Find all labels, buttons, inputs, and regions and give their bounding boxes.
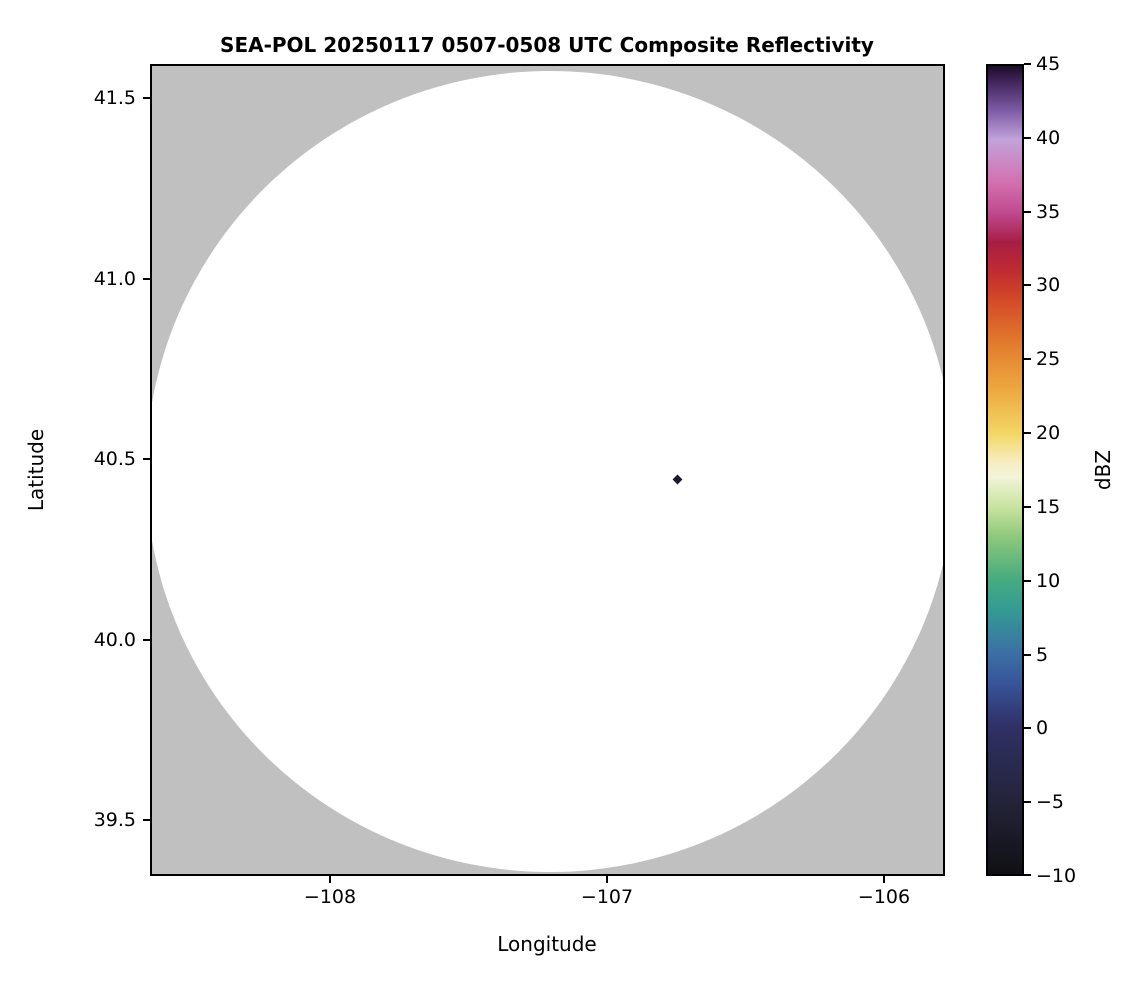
x-tick-label: −106 <box>857 886 911 908</box>
x-tick-label: −108 <box>303 886 357 908</box>
y-tick-label: 40.0 <box>93 629 136 651</box>
x-tick-mark <box>329 876 331 883</box>
y-tick-label: 41.0 <box>93 268 136 290</box>
colorbar-tick-label: 15 <box>1036 496 1061 518</box>
colorbar-tick-label: −5 <box>1036 791 1065 813</box>
colorbar-tick-mark <box>1024 654 1031 656</box>
colorbar-tick-label: 10 <box>1036 570 1061 592</box>
colorbar-tick-label: 5 <box>1036 644 1049 666</box>
colorbar-tick-label: 0 <box>1036 717 1049 739</box>
colorbar-tick-mark <box>1024 137 1031 139</box>
radar-coverage-disk <box>152 71 943 872</box>
colorbar-tick-mark <box>1024 358 1031 360</box>
colorbar-tick-mark <box>1024 63 1031 65</box>
y-axis-label: Latitude <box>24 428 48 512</box>
colorbar-tick-mark <box>1024 727 1031 729</box>
x-tick-label: −107 <box>580 886 634 908</box>
x-tick-mark <box>883 876 885 883</box>
colorbar-tick-label: −10 <box>1036 865 1077 887</box>
colorbar-tick-mark <box>1024 801 1031 803</box>
x-axis-label: Longitude <box>497 932 597 956</box>
y-tick-mark <box>143 97 150 99</box>
colorbar-tick-label: 30 <box>1036 274 1061 296</box>
colorbar-tick-label: 25 <box>1036 348 1061 370</box>
colorbar-tick-mark <box>1024 506 1031 508</box>
plot-area <box>150 64 945 876</box>
chart-title: SEA-POL 20250117 0507-0508 UTC Composite… <box>220 33 874 57</box>
y-tick-label: 40.5 <box>93 448 136 470</box>
colorbar-tick-mark <box>1024 580 1031 582</box>
y-tick-mark <box>143 819 150 821</box>
y-tick-mark <box>143 278 150 280</box>
colorbar-tick-label: 40 <box>1036 127 1061 149</box>
colorbar-tick-label: 20 <box>1036 422 1061 444</box>
x-tick-mark <box>606 876 608 883</box>
colorbar-tick-label: 45 <box>1036 53 1061 75</box>
colorbar-tick-label: 35 <box>1036 201 1061 223</box>
y-tick-mark <box>143 639 150 641</box>
colorbar-tick-mark <box>1024 432 1031 434</box>
colorbar-tick-mark <box>1024 284 1031 286</box>
colorbar-label: dBZ <box>1091 449 1115 491</box>
y-tick-label: 39.5 <box>93 809 136 831</box>
y-tick-label: 41.5 <box>93 87 136 109</box>
colorbar-gradient <box>988 66 1022 874</box>
colorbar-tick-mark <box>1024 874 1031 876</box>
colorbar <box>986 64 1024 876</box>
colorbar-tick-mark <box>1024 211 1031 213</box>
y-tick-mark <box>143 458 150 460</box>
